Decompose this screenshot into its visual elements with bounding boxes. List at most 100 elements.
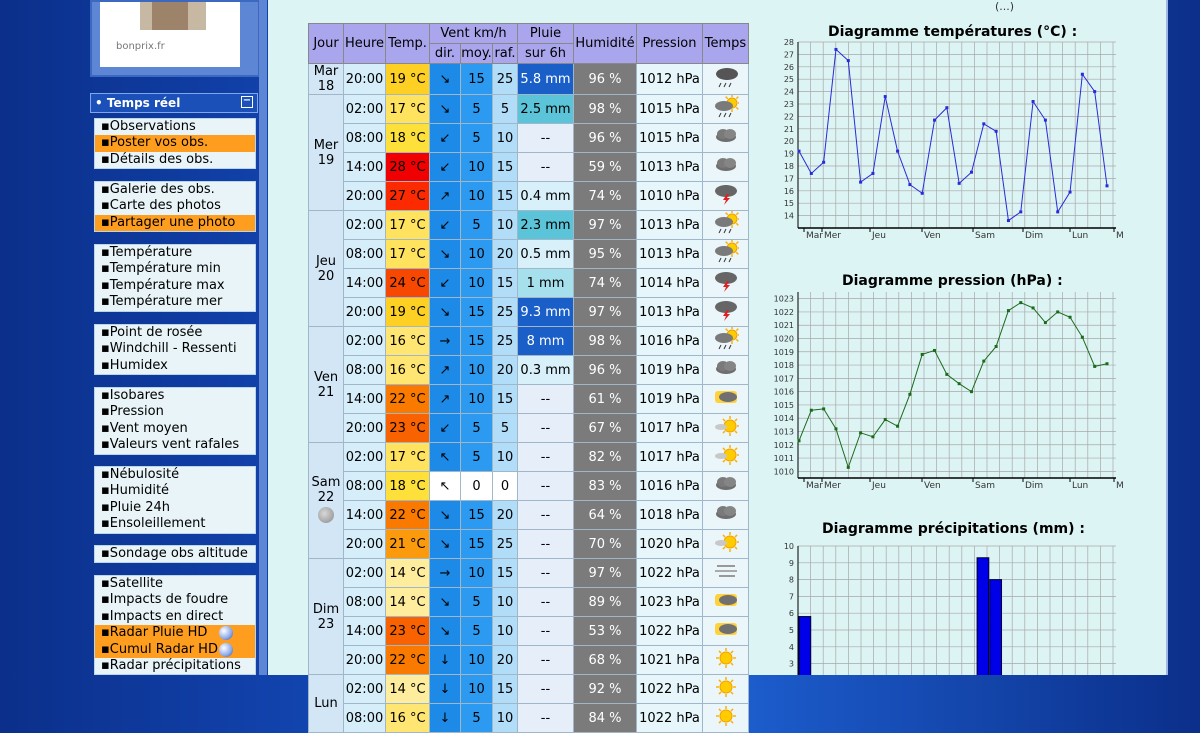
wind-avg-cell: 15	[460, 297, 493, 327]
forecast-table: Jour Heure Temp. Vent km/h Pluie Humidit…	[308, 23, 749, 733]
day-cell: Ven 21	[308, 326, 344, 443]
pressure-cell: 1020 hPa	[636, 529, 703, 559]
menu-item[interactable]: ▪Pression	[95, 404, 255, 420]
temp-cell: 14 °C	[385, 674, 430, 704]
pressure-point	[945, 372, 949, 376]
menu-item-label: ▪Carte des photos	[101, 198, 221, 214]
temp-cell: 27 °C	[385, 181, 430, 211]
weather-rainsun-icon	[702, 239, 749, 269]
ad-inner[interactable]: bonprix.fr	[100, 2, 240, 67]
day-cell: Dim 23	[308, 558, 344, 675]
menu-item[interactable]: ▪Cumul Radar HD	[95, 641, 255, 658]
x-tick-label: Dim	[1025, 231, 1043, 241]
menu-item-label: ▪Satellite	[101, 576, 164, 591]
hour-cell: 20:00	[343, 181, 386, 211]
menu-item[interactable]: ▪Sondage obs altitude	[95, 546, 255, 562]
weather-rainsun-icon	[702, 94, 749, 124]
wind-avg-cell: 10	[460, 268, 493, 298]
pressure-cell: 1022 hPa	[636, 703, 703, 733]
rain-cell: --	[517, 413, 574, 443]
menu-item[interactable]: ▪Pluie 24h	[95, 500, 255, 516]
y-tick-label: 3	[789, 660, 794, 669]
temperature-point	[908, 183, 912, 187]
temp-cell: 22 °C	[385, 645, 430, 675]
col-pressure: Pression	[636, 23, 703, 64]
wind-gust-cell: 25	[492, 326, 518, 356]
menu-item[interactable]: ▪Satellite	[95, 576, 255, 592]
menu-item[interactable]: ▪Windchill - Ressenti	[95, 341, 255, 357]
hour-cell: 14:00	[343, 384, 386, 414]
menu-item[interactable]: ▪Poster vos obs.	[95, 135, 255, 152]
x-tick-label: Sam	[975, 481, 995, 491]
ad-box[interactable]: bonprix.fr	[90, 0, 260, 77]
wind-gust-cell: 20	[492, 500, 518, 530]
pressure-cell: 1019 hPa	[636, 384, 703, 414]
col-weather: Temps	[702, 23, 749, 64]
hour-cell: 08:00	[343, 239, 386, 269]
day-cell: Mer 19	[308, 94, 344, 211]
wind-dir-icon: ↖	[429, 442, 461, 472]
wind-dir-icon: ↗	[429, 384, 461, 414]
menu-item[interactable]: ▪Vent moyen	[95, 421, 255, 437]
menu-item-label: ▪Point de rosée	[101, 325, 203, 340]
wind-avg-cell: 5	[460, 442, 493, 472]
hour-cell: 08:00	[343, 123, 386, 153]
weather-sunsmall-icon	[702, 413, 749, 443]
menu-item[interactable]: ▪Température max	[95, 278, 255, 294]
humidity-cell: 84 %	[573, 703, 637, 733]
pressure-point	[871, 435, 875, 439]
weather-cloud-icon	[702, 123, 749, 153]
menu-item[interactable]: ▪Détails des obs.	[95, 152, 255, 168]
menu-item[interactable]: ▪Humidité	[95, 483, 255, 499]
menu-item[interactable]: ▪Température	[95, 245, 255, 261]
forecast-row: 20:00 19 °C ↘ 15 25 9.3 mm 97 % 1013 hPa	[309, 297, 749, 327]
hour-cell: 14:00	[343, 500, 386, 530]
y-tick-label: 1022	[774, 308, 794, 317]
menu-item[interactable]: ▪Partager une photo	[95, 214, 255, 232]
rain-cell: 0.3 mm	[517, 355, 574, 385]
menu-item[interactable]: ▪Isobares	[95, 388, 255, 404]
menu-item[interactable]: ▪Radar précipitations	[95, 658, 255, 674]
wind-gust-cell: 25	[492, 63, 518, 95]
humidity-cell: 96 %	[573, 63, 637, 95]
menu-item[interactable]: ▪Impacts de foudre	[95, 592, 255, 608]
y-tick-label: 23	[784, 100, 794, 109]
col-wind-gust: raf.	[492, 43, 518, 64]
menu-item[interactable]: ▪Observations	[95, 119, 255, 135]
temp-cell: 19 °C	[385, 297, 430, 327]
menu-item[interactable]: ▪Radar Pluie HD	[95, 625, 255, 642]
pressure-cell: 1012 hPa	[636, 63, 703, 95]
wind-avg-cell: 0	[460, 471, 493, 501]
weather-cloud-icon	[702, 500, 749, 530]
menu-item[interactable]: ▪Point de rosée	[95, 325, 255, 341]
forecast-row: 14:00 23 °C ↘ 5 10 -- 53 % 1022 hPa	[309, 616, 749, 646]
hour-cell: 14:00	[343, 268, 386, 298]
day-date: 22	[317, 489, 335, 505]
weather-thunder-icon	[702, 297, 749, 327]
wind-avg-cell: 5	[460, 94, 493, 124]
humidity-cell: 95 %	[573, 239, 637, 269]
menu-item[interactable]: ▪Valeurs vent rafales	[95, 437, 255, 453]
wind-gust-cell: 15	[492, 181, 518, 211]
y-tick-label: 25	[784, 75, 794, 84]
menu-item[interactable]: ▪Température mer	[95, 294, 255, 310]
menu-item[interactable]: ▪Galerie des obs.	[95, 182, 255, 198]
forecast-row: 08:00 18 °C ↖ 0 0 -- 83 % 1016 hPa	[309, 471, 749, 501]
menu-item[interactable]: ▪Humidex	[95, 358, 255, 374]
pressure-point	[883, 418, 887, 422]
menu-item[interactable]: ▪Température min	[95, 261, 255, 277]
menu-item[interactable]: ▪Impacts en direct	[95, 609, 255, 625]
ad-label[interactable]: bonprix.fr	[116, 41, 165, 52]
y-tick-label: 1015	[774, 401, 794, 410]
temperature-point	[982, 122, 986, 126]
menu-item-label: ▪Sondage obs altitude	[101, 546, 248, 561]
pressure-cell: 1022 hPa	[636, 674, 703, 704]
ad-image[interactable]	[140, 2, 206, 30]
menu-item[interactable]: ▪Nébulosité	[95, 467, 255, 483]
temperature-point	[809, 171, 813, 175]
menu-item[interactable]: ▪Carte des photos	[95, 198, 255, 214]
collapse-icon[interactable]: −	[241, 95, 253, 108]
wind-avg-cell: 5	[460, 703, 493, 733]
humidity-cell: 97 %	[573, 558, 637, 588]
menu-item[interactable]: ▪Ensoleillement	[95, 516, 255, 532]
